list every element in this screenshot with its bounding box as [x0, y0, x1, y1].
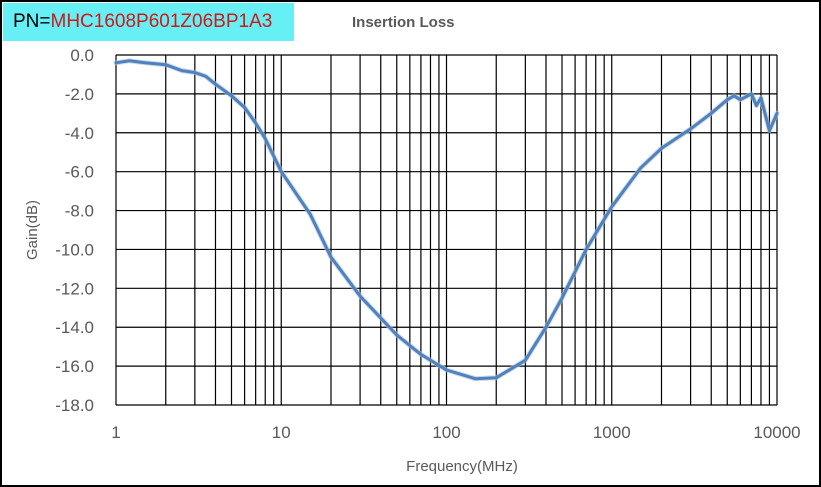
series	[113, 58, 780, 382]
chart-title: Insertion Loss	[352, 14, 455, 31]
y-tick-label: 0.0	[70, 46, 94, 65]
y-tick-label: -16.0	[55, 357, 94, 376]
y-tick-label: -18.0	[55, 396, 94, 415]
tick-labels: 0.0 -2.0 -4.0 -6.0 -8.0 -10.0 -12.0 -14.0 -16.0 -…	[55, 46, 800, 442]
x-tick-label: 1000	[593, 423, 631, 442]
x-tick-label: 10000	[753, 423, 800, 442]
y-tick-label: -14.0	[55, 318, 94, 337]
grid	[115, 54, 778, 406]
y-tick-label: -12.0	[55, 279, 94, 298]
y-tick-label: -8.0	[65, 202, 94, 221]
x-tick-label: 100	[432, 423, 460, 442]
y-tick-label: -4.0	[65, 124, 94, 143]
y-axis-label: Gain(dB)	[24, 200, 41, 260]
x-axis-label: Frequency(MHz)	[406, 458, 518, 475]
y-tick-label: -10.0	[55, 240, 94, 259]
y-tick-label: -2.0	[65, 85, 94, 104]
part-number-label: PN=MHC1608P601Z06BP1A3	[3, 3, 294, 41]
part-number-value: MHC1608P601Z06BP1A3	[50, 11, 273, 32]
series-line-insertion-loss	[114, 59, 779, 381]
x-tick-label: 10	[272, 423, 291, 442]
y-tick-label: -6.0	[65, 163, 94, 182]
part-number-prefix: PN=	[13, 11, 51, 32]
x-tick-label: 1	[111, 423, 120, 442]
